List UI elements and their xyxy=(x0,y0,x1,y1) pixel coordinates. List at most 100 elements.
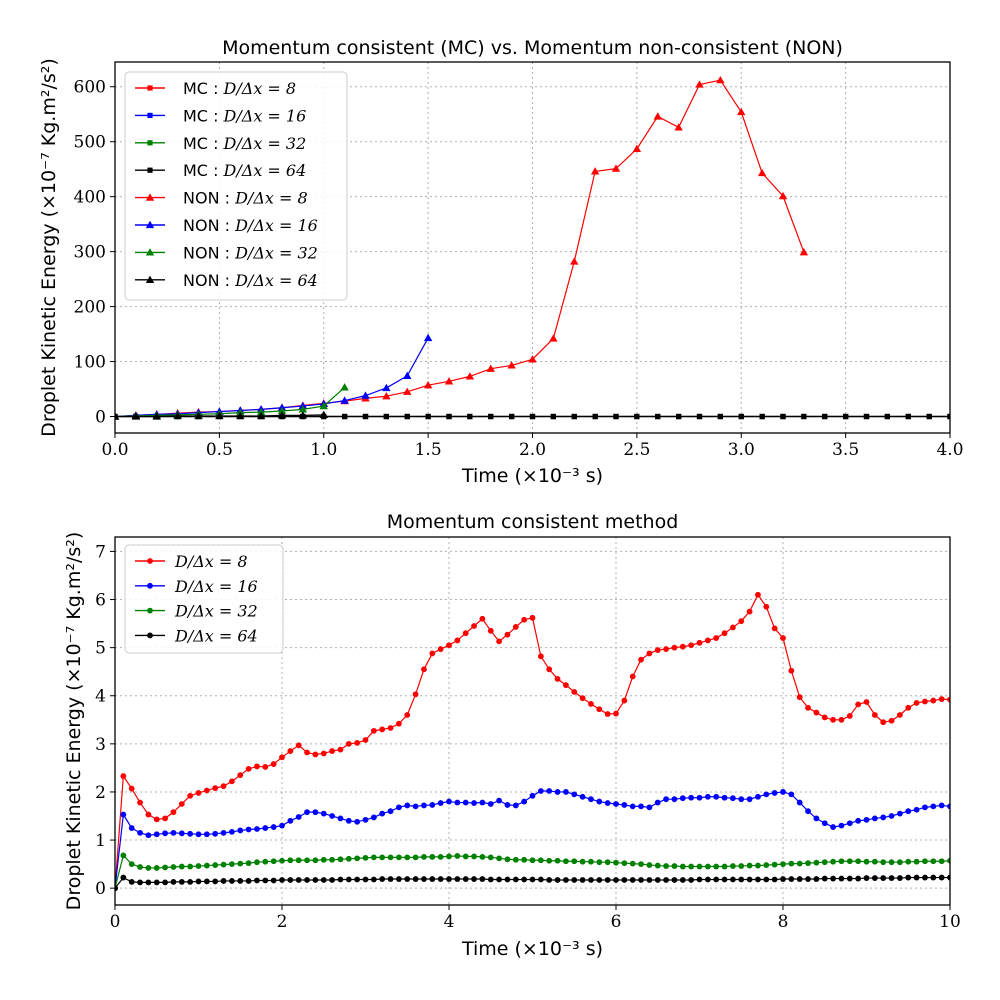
data-point xyxy=(295,742,302,749)
data-point xyxy=(546,666,553,673)
legend-marker xyxy=(147,632,153,639)
chart-panel-2: 0 2 4 6 8 10 0 1 2 3 4 5 6 7 Momentum consistent metho… xyxy=(63,511,961,960)
data-point xyxy=(821,820,828,827)
series-7 xyxy=(115,383,349,420)
data-point xyxy=(270,761,277,767)
data-point xyxy=(237,827,244,834)
data-point xyxy=(178,879,185,885)
data-point xyxy=(287,748,294,754)
data-point xyxy=(446,876,452,882)
plot-frame xyxy=(114,536,951,906)
data-point xyxy=(780,413,786,420)
data-point xyxy=(855,701,862,708)
data-point xyxy=(621,877,628,883)
data-point xyxy=(220,861,227,868)
data-point xyxy=(320,856,327,863)
data-point xyxy=(938,696,945,703)
data-point xyxy=(229,878,235,884)
data-point xyxy=(507,361,516,369)
data-point xyxy=(437,876,444,882)
data-point xyxy=(671,644,678,651)
data-point xyxy=(203,878,210,885)
data-point xyxy=(871,858,878,865)
data-point xyxy=(947,696,950,703)
data-point xyxy=(319,410,328,419)
data-point xyxy=(796,799,803,806)
data-point xyxy=(588,877,594,883)
legend-entry: D/Δx = 8 xyxy=(135,552,248,571)
x-tick-label: 10 xyxy=(939,912,961,932)
data-point xyxy=(579,858,586,865)
data-point xyxy=(446,798,452,805)
data-point xyxy=(938,874,945,881)
data-point xyxy=(396,854,402,861)
data-point xyxy=(421,666,427,673)
data-point xyxy=(145,832,152,839)
data-point xyxy=(152,412,161,420)
data-point xyxy=(320,877,327,883)
legend-entry: D/Δx = 32 xyxy=(135,602,258,621)
y-tick-label: 4 xyxy=(95,687,106,707)
data-point xyxy=(884,413,890,420)
data-point xyxy=(370,876,377,883)
data-point xyxy=(821,714,828,721)
data-point xyxy=(421,876,427,882)
data-point xyxy=(256,407,266,416)
data-point xyxy=(212,830,219,837)
data-point xyxy=(454,799,461,806)
data-point xyxy=(471,876,477,882)
data-point xyxy=(521,616,528,623)
legend-label-math: D/Δx = 16 xyxy=(174,577,258,596)
data-point xyxy=(571,858,578,865)
data-point xyxy=(755,862,761,869)
data-point xyxy=(897,875,903,881)
data-point xyxy=(930,803,937,810)
data-point xyxy=(379,726,386,733)
series-2 xyxy=(115,788,950,892)
data-point xyxy=(298,411,308,419)
data-point xyxy=(897,712,903,718)
data-point xyxy=(588,796,594,803)
data-point xyxy=(763,603,770,610)
data-point xyxy=(444,377,454,385)
data-point xyxy=(571,877,578,883)
data-point xyxy=(471,853,477,860)
data-point xyxy=(137,879,143,886)
data-point xyxy=(504,876,511,883)
data-point xyxy=(713,863,720,870)
data-point xyxy=(504,856,511,863)
y-tick-label: 0 xyxy=(95,879,106,899)
data-point xyxy=(194,411,203,420)
data-point xyxy=(796,876,803,882)
data-point xyxy=(512,876,519,883)
data-point xyxy=(696,794,703,801)
data-point xyxy=(237,878,244,884)
legend-marker xyxy=(145,248,155,256)
data-point xyxy=(423,333,433,342)
data-point xyxy=(387,876,394,882)
data-point xyxy=(387,808,394,815)
legend-label-prefix: NON : xyxy=(183,189,235,208)
x-tick-label: 3.0 xyxy=(728,440,755,460)
data-point xyxy=(262,825,269,831)
data-point xyxy=(379,876,386,882)
legend-box xyxy=(124,544,284,654)
legend-label: MC : D/Δx = 8 xyxy=(183,79,296,98)
x-tick-label: 1.5 xyxy=(415,440,442,460)
data-point xyxy=(671,863,678,869)
data-point xyxy=(529,857,536,864)
data-point xyxy=(843,413,849,420)
legend-label: MC : D/Δx = 16 xyxy=(183,106,306,125)
legend-label: MC : D/Δx = 32 xyxy=(183,134,306,153)
legend-label-math: D/Δx = 16 xyxy=(234,216,318,235)
legend-marker xyxy=(145,193,155,201)
legend-label: NON : D/Δx = 64 xyxy=(183,271,318,290)
data-point xyxy=(462,853,469,860)
data-point xyxy=(926,413,932,420)
data-point xyxy=(780,876,786,882)
data-point xyxy=(674,123,683,131)
data-point xyxy=(342,413,348,420)
data-point xyxy=(145,865,152,871)
legend-marker xyxy=(147,607,153,614)
data-point xyxy=(237,772,244,779)
